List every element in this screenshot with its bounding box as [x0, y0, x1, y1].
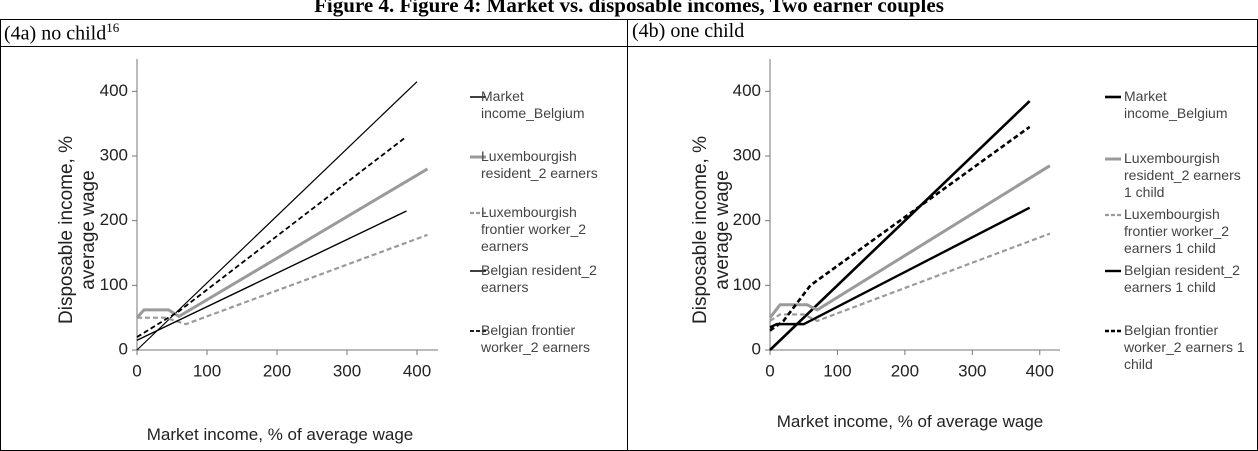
y-tick-label: 300 — [100, 145, 128, 164]
y-tick-label: 100 — [733, 275, 761, 294]
row-divider — [0, 46, 1258, 47]
legend-swatch — [1105, 95, 1121, 99]
legend-swatch — [1105, 269, 1121, 273]
panel-label: (4a) no child16 — [4, 20, 119, 46]
x-tick-label: 400 — [403, 361, 431, 380]
data-line — [769, 206, 1031, 329]
legend-swatch — [1105, 329, 1121, 333]
y-tick-label: 200 — [733, 210, 761, 229]
data-line — [769, 125, 1031, 332]
figure-title: Figure 4. Figure 4: Market vs. disposabl… — [314, 0, 944, 17]
x-tick-label: 0 — [765, 361, 774, 380]
legend-text: Market income_Belgium — [1124, 88, 1228, 121]
y-tick-label: 400 — [733, 81, 761, 100]
legend-text: Belgian resident_2 earners — [481, 262, 597, 295]
panel-label-text: (4a) no child — [4, 22, 107, 45]
legend-swatch — [1105, 157, 1121, 161]
x-axis-label: Market income, % of average wage — [146, 425, 414, 444]
legend-swatch — [470, 211, 486, 215]
legend-text: Luxembourgish frontier worker_2 earners — [481, 204, 587, 254]
y-axis-label: Disposable income, % average wage — [690, 136, 733, 324]
data-line — [135, 167, 429, 319]
data-line — [769, 100, 1031, 351]
x-tick-label: 200 — [263, 361, 291, 380]
y-tick-label: 100 — [100, 275, 128, 294]
panel-label: (4b) one child — [632, 20, 745, 42]
x-axis-label: Market income, % of average wage — [776, 412, 1044, 431]
footnote-mark: 16 — [106, 20, 120, 35]
data-line — [136, 135, 408, 338]
legend-text: Belgian frontier worker_2 earners — [481, 322, 590, 355]
legend-text: Belgian frontier worker_2 earners 1 chil… — [1124, 322, 1245, 372]
y-tick-label: 300 — [733, 145, 761, 164]
data-line — [136, 210, 407, 341]
y-tick-label: 0 — [119, 339, 128, 358]
legend-text: Luxembourgish resident_2 earners 1 child — [1124, 150, 1241, 200]
y-tick-label: 200 — [100, 210, 128, 229]
legend-text: Belgian resident_2 earners 1 child — [1124, 262, 1240, 295]
y-axis-label: Disposable income, % average wage — [56, 136, 99, 324]
legend-swatch — [470, 96, 486, 98]
x-tick-label: 200 — [891, 361, 919, 380]
x-tick-label: 400 — [1026, 361, 1054, 380]
legend-text: Luxembourgish resident_2 earners — [481, 148, 598, 181]
chart: 0 100 200 300 400 0 100 200 300 400 — [100, 59, 438, 380]
x-tick-label: 100 — [193, 361, 221, 380]
x-tick-label: 100 — [823, 361, 851, 380]
x-tick-label: 300 — [333, 361, 361, 380]
legend-text: Luxembourgish frontier worker_2 earners … — [1124, 206, 1230, 256]
chart: 0 100 200 300 400 0 100 200 300 400 — [733, 59, 1060, 380]
legend-swatch — [470, 330, 486, 332]
y-tick-label: 0 — [752, 339, 761, 358]
legend-swatch — [470, 155, 486, 159]
legend-swatch — [470, 270, 486, 272]
data-line — [136, 81, 418, 351]
data-line — [137, 233, 428, 326]
column-divider — [627, 19, 628, 451]
x-tick-label: 0 — [132, 361, 141, 380]
y-tick-label: 400 — [100, 81, 128, 100]
legend-text: Market income_Belgium — [481, 88, 585, 121]
data-line — [769, 232, 1051, 323]
legend-swatch — [1105, 213, 1121, 217]
data-line — [768, 164, 1051, 319]
x-tick-label: 300 — [958, 361, 986, 380]
